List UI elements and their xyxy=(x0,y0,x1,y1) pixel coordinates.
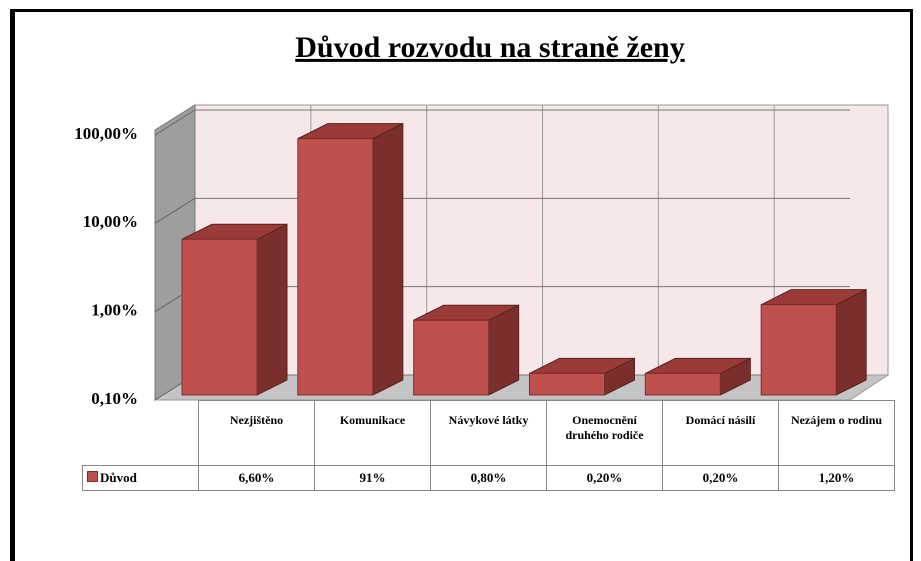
frame-left xyxy=(10,9,15,561)
legend-label: Důvod xyxy=(100,470,137,485)
data-table: Nezjištěno Komunikace Návykové látky Onemoc… xyxy=(82,400,895,491)
bar-side xyxy=(256,223,288,396)
value-label: 91% xyxy=(314,465,431,491)
frame-top xyxy=(10,9,913,12)
category-label: Komunikace xyxy=(314,400,431,466)
value-label: 0,20% xyxy=(546,465,663,491)
frame-right xyxy=(910,9,913,561)
bar-side xyxy=(488,304,520,396)
category-label: Nezájem o rodinu xyxy=(778,400,895,466)
y-tick-label: 1,00% xyxy=(91,301,138,320)
bar xyxy=(644,372,721,396)
value-label: 6,60% xyxy=(198,465,315,491)
category-label: Domácí násilí xyxy=(662,400,779,466)
value-label: 0,80% xyxy=(430,465,547,491)
bar-side xyxy=(835,288,867,396)
bar xyxy=(297,138,374,396)
blank-cell xyxy=(83,401,199,466)
bar xyxy=(413,319,490,396)
bar xyxy=(181,238,258,396)
y-tick-label: 10,00% xyxy=(83,212,138,231)
bar xyxy=(760,304,837,396)
value-label: 0,20% xyxy=(662,465,779,491)
bar-side xyxy=(372,122,404,396)
y-tick-label: 0,10% xyxy=(91,389,138,408)
grid-line-side xyxy=(154,109,196,136)
category-label: Nezjištěno xyxy=(198,400,315,466)
grid-line-side xyxy=(154,197,196,224)
category-label: Onemocnění druhého rodiče xyxy=(546,400,663,466)
value-label: 1,20% xyxy=(778,465,895,491)
legend-cell: Důvod xyxy=(82,465,199,491)
chart-title: Důvod rozvodu na straně ženy xyxy=(295,31,684,64)
category-label: Návykové látky xyxy=(430,400,547,466)
bar xyxy=(529,372,605,396)
y-tick-label: 100,00% xyxy=(74,124,138,143)
legend-key xyxy=(87,471,98,482)
